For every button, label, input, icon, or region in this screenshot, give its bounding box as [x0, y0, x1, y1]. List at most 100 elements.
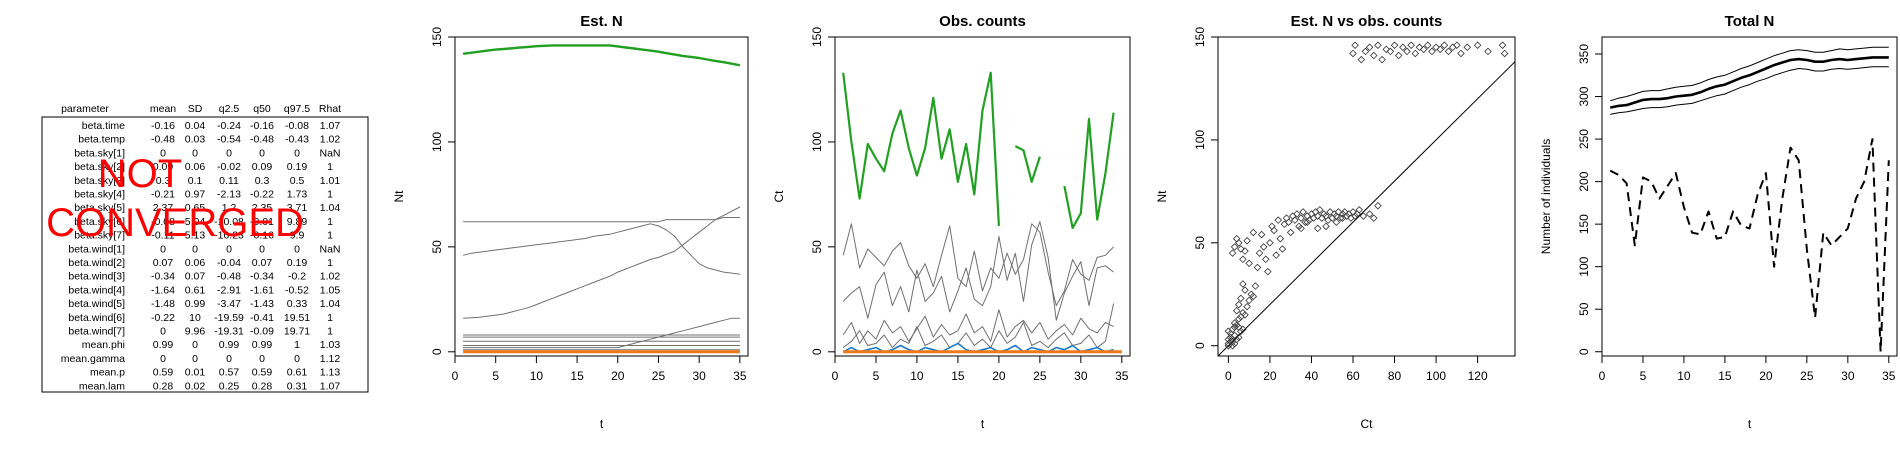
- scatter-point: [1336, 214, 1345, 222]
- scatter-point: [1247, 290, 1255, 299]
- table-cell: 1.12: [320, 353, 341, 365]
- table-cell: 0.06: [185, 257, 206, 269]
- table-row: beta.sky[7] -0.11 5.13 -10.23 -0.16 9.9 1: [74, 230, 333, 242]
- scatter-point: [1239, 255, 1247, 264]
- chart-title: Total N: [1725, 13, 1775, 30]
- scatter-point: [1235, 323, 1243, 331]
- scatter-point: [1228, 335, 1237, 344]
- table-cell: beta.sky[3]: [74, 175, 125, 187]
- table-cell: 1: [327, 312, 333, 324]
- table-cell: -2.13: [217, 189, 241, 201]
- x-tick-label: 25: [1033, 369, 1047, 383]
- table-header: parameter mean SD q2.5 q50 q97.5 Rhat: [61, 103, 341, 115]
- table-cell: 0.65: [185, 202, 206, 214]
- table-cell: NaN: [319, 147, 340, 159]
- table-cell: -0.41: [250, 312, 274, 324]
- series-line: [463, 217, 740, 223]
- table-cell: 0.5: [290, 175, 305, 187]
- table-cell: 0: [294, 243, 300, 255]
- table-cell: 0.19: [287, 161, 308, 173]
- scatter-point: [1448, 43, 1457, 52]
- y-tick-label: 100: [430, 132, 444, 152]
- table-cell: 3.71: [287, 202, 308, 214]
- table-cell: beta.wind[5]: [68, 298, 125, 310]
- series-line: [1610, 46, 1889, 102]
- y-tick-label: 50: [810, 240, 824, 254]
- scatter-point: [1361, 47, 1370, 56]
- scatter-point: [1239, 325, 1247, 334]
- scatter-point: [1286, 228, 1295, 237]
- scatter-point: [1411, 49, 1420, 58]
- table-cell: 0: [192, 353, 198, 365]
- y-axis-label: Nt: [1155, 190, 1169, 203]
- x-tick-label: 20: [611, 369, 625, 383]
- table-cell: -0.16: [250, 120, 274, 132]
- table-cell: -0.08: [285, 120, 309, 132]
- scatter-point: [1463, 43, 1471, 52]
- table-cell: 9.9: [290, 230, 305, 242]
- scatter-point: [1473, 41, 1482, 49]
- x-tick-label: 15: [1718, 369, 1732, 383]
- x-tick-label: 35: [1882, 369, 1896, 383]
- x-tick-label: 20: [992, 369, 1006, 383]
- table-cell: 0: [160, 326, 166, 338]
- scatter-point: [1440, 41, 1449, 49]
- table-cell: -0.24: [217, 120, 241, 132]
- scatter-point: [1230, 331, 1239, 340]
- scatter-point: [1351, 41, 1359, 49]
- scatter-point: [1407, 41, 1415, 49]
- x-tick-label: 35: [1115, 369, 1129, 383]
- table-header-cell: q50: [253, 103, 271, 115]
- table-row: beta.time -0.16 0.04 -0.24 -0.16 -0.08 1.07: [82, 120, 341, 132]
- table-cell: 0.28: [252, 380, 273, 392]
- table-cell: beta.temp: [78, 134, 125, 146]
- table-cell: beta.sky[5]: [74, 202, 125, 214]
- scatter-point: [1230, 319, 1239, 327]
- scatter-point: [1293, 210, 1301, 218]
- y-tick-label: 150: [430, 27, 444, 47]
- scatter-point: [1453, 41, 1461, 49]
- table-cell: 5.04: [185, 216, 206, 228]
- table-cell: 0: [259, 353, 265, 365]
- table-cell: 0.99: [185, 298, 206, 310]
- table-cell: 1.13: [320, 367, 341, 379]
- table-border: [41, 116, 369, 393]
- scatter-point: [1253, 263, 1262, 272]
- stamp-line-converged: CONVERGED: [46, 201, 304, 245]
- table-cell: -0.22: [151, 312, 175, 324]
- x-axis-label: Ct: [1361, 417, 1374, 431]
- x-tick-label: 100: [1426, 369, 1446, 383]
- table-cell: 19.71: [284, 326, 310, 338]
- x-tick-label: 30: [1074, 369, 1088, 383]
- scatter-point: [1235, 300, 1243, 309]
- scatter-point: [1349, 208, 1357, 216]
- table-cell: 1: [294, 339, 300, 351]
- table-cell: 0: [192, 243, 198, 255]
- table-cell: 0.03: [185, 134, 206, 146]
- table-cell: 1: [327, 189, 333, 201]
- scatter-point: [1235, 239, 1243, 247]
- scatter-point: [1255, 249, 1264, 257]
- scatter-point: [1239, 280, 1247, 288]
- x-tick-label: 60: [1346, 369, 1360, 383]
- table-row: beta.wind[7] 0 9.96 -19.31 -0.09 19.71 1: [68, 326, 333, 338]
- scatter-point: [1245, 296, 1253, 305]
- scatter-point: [1268, 222, 1276, 231]
- y-tick-label: 250: [1577, 129, 1591, 149]
- plot-frame: [1217, 36, 1516, 357]
- table-cell: -0.48: [151, 134, 175, 146]
- table-cell: 0: [259, 243, 265, 255]
- table-cell: 0.61: [185, 284, 206, 296]
- scatter-point: [1232, 234, 1241, 243]
- table-row: beta.sky[4] -0.21 0.97 -2.13 -0.22 1.73 1: [74, 189, 333, 201]
- table-cell: beta.sky[2]: [74, 161, 125, 173]
- y-tick-label: 0: [1193, 342, 1207, 349]
- table-cell: beta.sky[6]: [74, 216, 125, 228]
- y-tick-label: 150: [810, 27, 824, 47]
- scatter-point: [1243, 302, 1251, 311]
- table-row: beta.sky[5] 2.37 0.65 1.2 2.35 3.71 1.04: [74, 202, 340, 214]
- scatter-point: [1230, 323, 1239, 331]
- x-tick-label: 25: [1800, 369, 1814, 383]
- x-axis-label: t: [1748, 417, 1752, 431]
- table-row: mean.p 0.59 0.01 0.57 0.59 0.61 1.13: [90, 367, 340, 379]
